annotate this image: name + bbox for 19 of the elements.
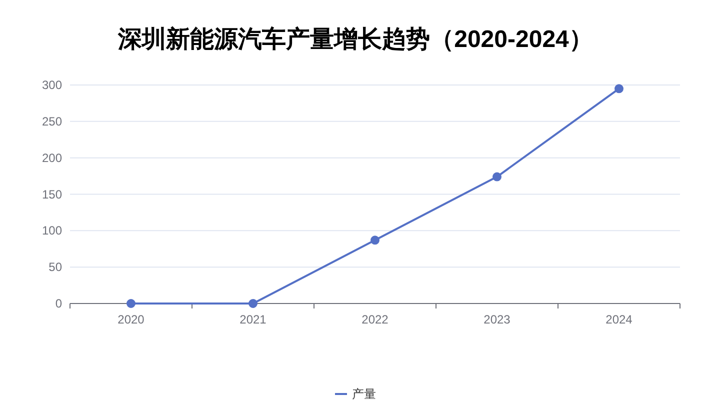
point <box>492 172 502 182</box>
y-tick-label: 0 <box>55 296 62 310</box>
point <box>614 84 624 94</box>
x-tick-label: 2023 <box>484 312 511 326</box>
x-tick-label: 2024 <box>606 312 633 326</box>
y-tick-label: 300 <box>42 78 62 92</box>
x-tick-label: 2022 <box>362 312 389 326</box>
x-tick-label: 2021 <box>240 312 267 326</box>
y-tick-label: 250 <box>42 114 62 128</box>
y-tick-label: 50 <box>48 260 62 274</box>
x-tick-label: 2020 <box>118 312 145 326</box>
point <box>370 236 380 245</box>
y-tick-label: 200 <box>42 150 62 165</box>
y-tick-label: 150 <box>42 187 62 202</box>
point <box>126 299 136 308</box>
legend-label: 产量 <box>352 387 376 401</box>
point <box>248 299 258 308</box>
y-tick-label: 100 <box>42 224 62 238</box>
chart-title: 深圳新能源汽车产量增长趋势（2020-2024） <box>117 26 593 53</box>
